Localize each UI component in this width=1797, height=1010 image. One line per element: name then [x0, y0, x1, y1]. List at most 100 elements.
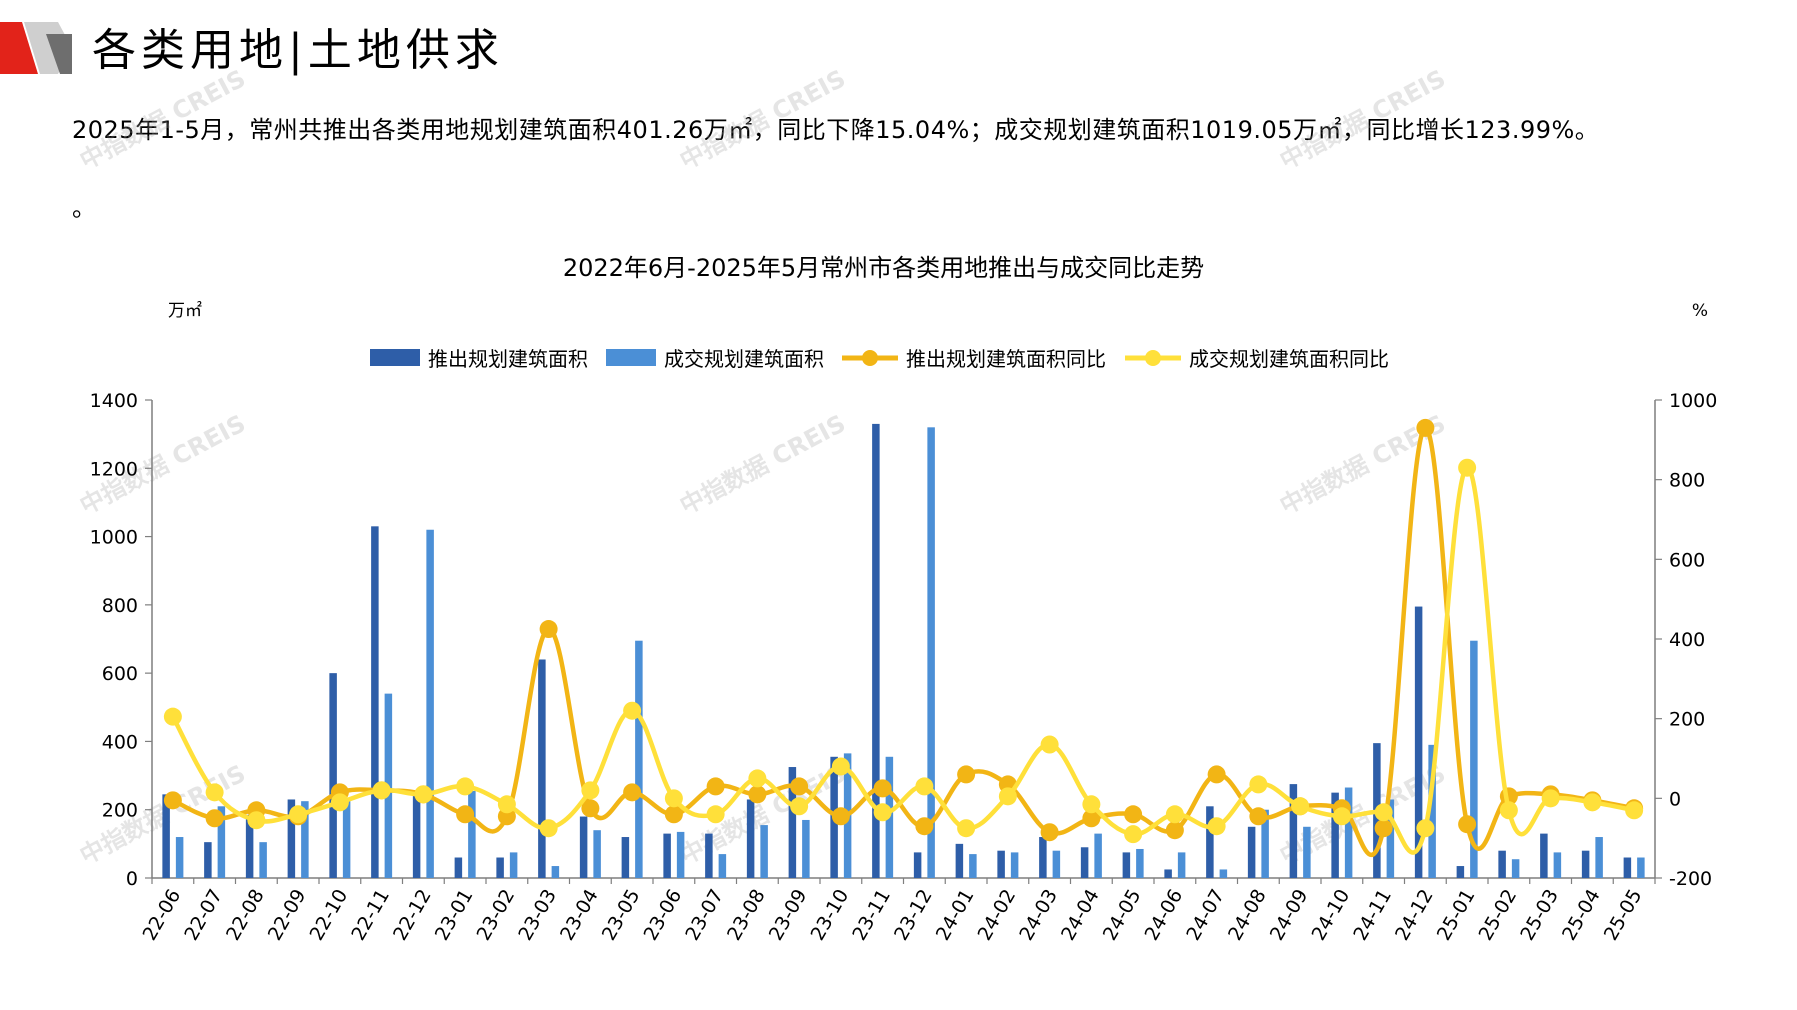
x-tick-label: 24-12: [1391, 886, 1438, 945]
x-tick-label: 22-09: [264, 886, 311, 945]
x-tick-label: 23-05: [598, 886, 645, 945]
line-point: [748, 785, 767, 804]
line-point: [456, 777, 475, 796]
bar: [872, 423, 880, 878]
x-tick-label: 23-03: [514, 886, 561, 945]
bar: [718, 854, 727, 878]
bar: [1386, 799, 1395, 878]
x-tick-label: 22-07: [180, 886, 227, 945]
legend-marker: [862, 350, 878, 366]
bar: [1540, 833, 1548, 878]
y-left-tick-label: 200: [102, 800, 138, 822]
y-left-tick-label: 0: [126, 868, 138, 890]
line-point: [706, 805, 725, 824]
bar: [1261, 809, 1269, 878]
bar: [1637, 857, 1645, 878]
bar: [1303, 826, 1311, 878]
x-tick-label: 24-10: [1308, 886, 1355, 945]
x-tick-label: 25-01: [1433, 886, 1480, 945]
bar: [1331, 792, 1339, 878]
y-left-tick-label: 400: [102, 731, 138, 753]
line-point: [873, 779, 892, 798]
line-point: [623, 783, 642, 802]
bar: [468, 790, 476, 878]
x-tick-label: 23-11: [848, 886, 895, 945]
line-point: [1583, 793, 1602, 812]
x-tick-label: 22-06: [139, 886, 186, 945]
line-point: [163, 707, 182, 726]
line-point: [1416, 418, 1435, 437]
company-logo: [0, 22, 72, 74]
x-tick-label: 23-12: [890, 886, 937, 945]
bar: [676, 831, 685, 878]
bar: [371, 526, 379, 878]
line-point: [372, 781, 391, 800]
bar: [245, 814, 254, 878]
bar: [1052, 850, 1061, 878]
bar: [705, 833, 713, 878]
summary-text: 2025年1-5月，常州共推出各类用地规划建筑面积401.26万㎡，同比下降15…: [72, 116, 1600, 144]
x-tick-label: 23-04: [556, 886, 603, 945]
line-point: [790, 777, 809, 796]
line-point: [873, 803, 892, 822]
line-point: [1165, 821, 1184, 840]
page-title: 各类用地|土地供求: [92, 25, 504, 76]
line-point: [247, 811, 266, 830]
x-tick-label: 25-02: [1475, 886, 1522, 945]
bar: [927, 427, 935, 878]
x-tick-label: 24-06: [1141, 886, 1188, 945]
bar: [1177, 852, 1186, 878]
line-point: [998, 787, 1017, 806]
bar: [1428, 744, 1436, 878]
line-point: [1625, 801, 1644, 820]
line-point: [289, 805, 308, 824]
line-point: [1082, 809, 1101, 828]
bar: [287, 799, 296, 878]
x-tick-label: 25-04: [1558, 886, 1605, 945]
summary-trailing-mark: 。: [72, 194, 96, 222]
x-tick-label: 23-07: [681, 886, 728, 945]
bar: [621, 837, 630, 878]
bar: [913, 852, 922, 878]
bar: [538, 659, 546, 878]
legend-label: 成交规划建筑面积同比: [1189, 347, 1389, 371]
bar: [509, 852, 518, 878]
y-left-tick-label: 800: [102, 595, 138, 617]
y-right-tick-label: 600: [1669, 549, 1705, 571]
line-point: [1249, 807, 1268, 826]
bar: [663, 833, 671, 878]
bar: [997, 850, 1005, 878]
bar: [175, 837, 184, 878]
legend-swatch: [606, 349, 656, 366]
y-left-tick-label: 1400: [90, 390, 138, 412]
x-tick-label: 23-10: [807, 886, 854, 945]
line-point: [1416, 819, 1435, 838]
x-tick-label: 22-08: [222, 886, 269, 945]
x-tick-label: 22-10: [306, 886, 353, 945]
x-tick-label: 24-02: [974, 886, 1021, 945]
x-tick-label: 24-05: [1099, 886, 1146, 945]
chart-title: 2022年6月-2025年5月常州市各类用地推出与成交同比走势: [563, 254, 1204, 282]
line-point: [831, 757, 850, 776]
line-point: [539, 620, 558, 639]
bar: [1206, 806, 1214, 878]
bar: [1344, 787, 1353, 878]
line-point: [205, 809, 224, 828]
bar: [301, 801, 309, 878]
x-tick-label: 25-03: [1516, 886, 1563, 945]
bar: [454, 857, 463, 878]
bar: [551, 866, 560, 878]
legend-marker: [1145, 350, 1161, 366]
line-point: [414, 785, 433, 804]
line-point: [581, 799, 600, 818]
bar: [1511, 859, 1520, 878]
bar: [204, 842, 212, 878]
x-tick-label: 23-08: [723, 886, 770, 945]
line-point: [163, 791, 182, 810]
bar: [1553, 852, 1562, 878]
line-point: [831, 807, 850, 826]
bar: [1456, 866, 1465, 878]
legend-label: 成交规划建筑面积: [664, 347, 824, 371]
bar: [579, 816, 588, 878]
bar: [426, 529, 434, 878]
